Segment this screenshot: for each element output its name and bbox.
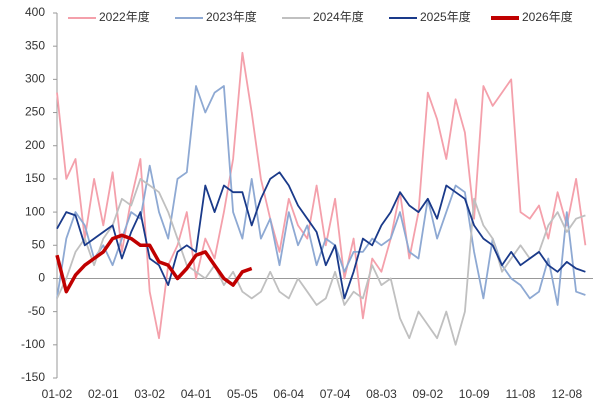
- y-tick-label: 200: [25, 138, 45, 152]
- series-line: [56, 51, 587, 340]
- y-tick-label: 350: [25, 38, 45, 52]
- y-tick-label: -50: [28, 304, 46, 318]
- legend-label: 2026年度: [522, 9, 573, 24]
- series-line: [56, 178, 586, 346]
- y-tick-label: 50: [32, 237, 46, 251]
- x-tick-label: 08-03: [366, 387, 397, 401]
- y-tick-label: 300: [25, 72, 45, 86]
- legend-label: 2022年度: [99, 9, 150, 24]
- y-tick-label: 250: [25, 105, 45, 119]
- x-tick-label: 03-02: [134, 387, 165, 401]
- y-tick-label: 400: [25, 5, 45, 19]
- x-tick-label: 12-08: [551, 387, 582, 401]
- series-line: [56, 85, 586, 306]
- x-tick-label: 01-02: [42, 387, 73, 401]
- x-tick-label: 11-08: [506, 387, 536, 401]
- x-tick-label: 04-01: [181, 387, 212, 401]
- series-line: [55, 233, 253, 294]
- legend-label: 2025年度: [420, 9, 471, 24]
- x-tick-label: 02-01: [88, 387, 119, 401]
- y-tick-label: 100: [25, 204, 45, 218]
- x-tick-label: 05-05: [227, 387, 258, 401]
- legend-label: 2024年度: [313, 9, 364, 24]
- y-tick-label: 150: [25, 171, 45, 185]
- y-tick-label: 0: [38, 271, 45, 285]
- x-tick-label: 09-02: [412, 387, 443, 401]
- y-tick-label: -100: [21, 337, 45, 351]
- legend-label: 2023年度: [206, 9, 257, 24]
- x-tick-label: 10-09: [459, 387, 490, 401]
- series-line: [56, 171, 586, 300]
- y-tick-label: -150: [21, 370, 45, 384]
- x-tick-label: 06-04: [273, 387, 304, 401]
- x-tick-label: 07-04: [320, 387, 351, 401]
